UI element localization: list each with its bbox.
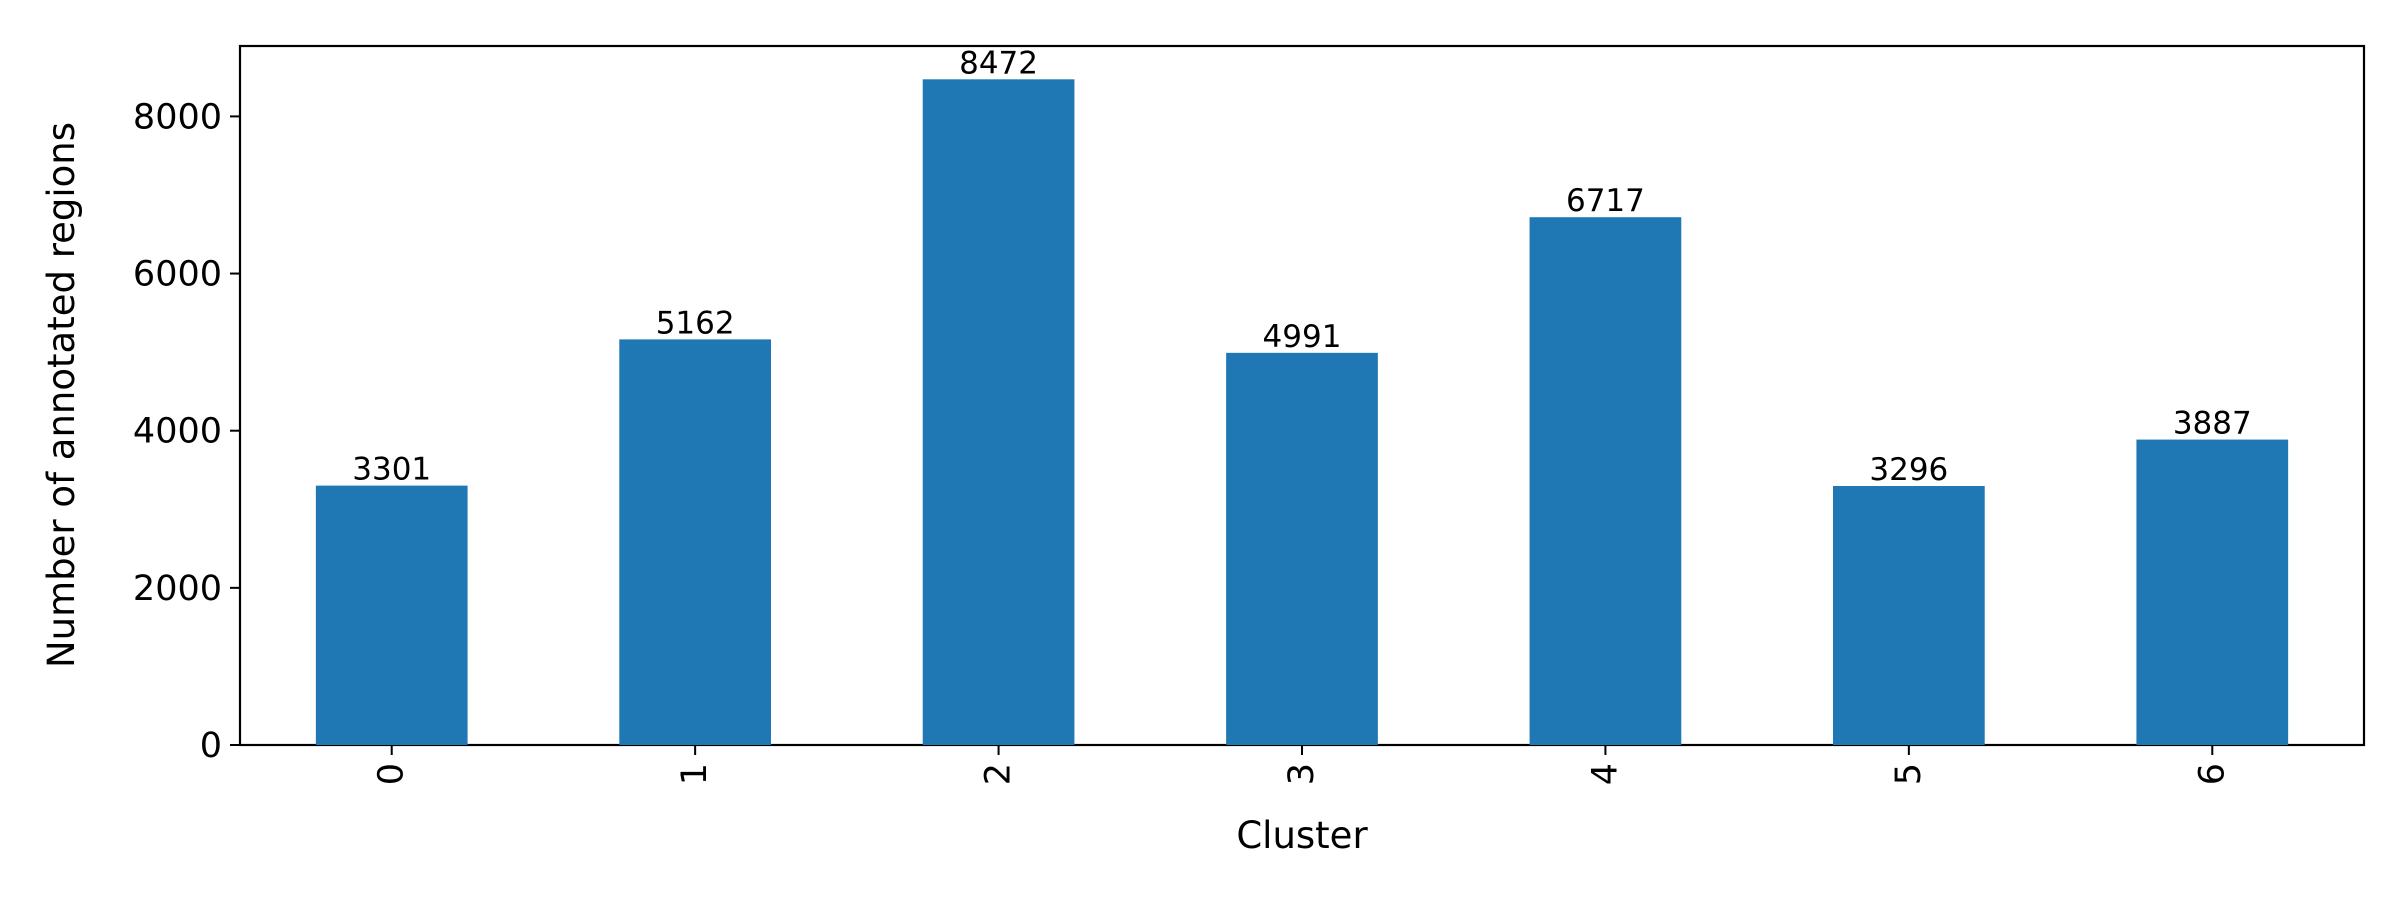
bar — [2136, 439, 2289, 745]
y-tick-label: 2000 — [133, 569, 222, 609]
data-label: 4991 — [1263, 319, 1342, 355]
x-tick-label: 2 — [979, 763, 1019, 785]
x-axis-label: Cluster — [1236, 814, 1368, 857]
data-labels-group: 3301 5162 8472 4991 6717 3296 3887 — [352, 45, 2251, 488]
x-tick-label: 4 — [1585, 763, 1625, 785]
x-axis: 0 1 2 3 4 5 6 — [372, 745, 2232, 785]
x-tick-label: 1 — [675, 763, 715, 785]
bar — [315, 485, 468, 745]
bar — [1833, 486, 1985, 745]
data-label: 3301 — [352, 452, 431, 488]
y-axis-label: Number of annotated regions — [40, 122, 83, 668]
x-tick-label: 0 — [372, 763, 412, 785]
y-tick-label: 4000 — [133, 412, 222, 452]
data-label: 8472 — [959, 45, 1038, 81]
y-tick-label: 6000 — [133, 255, 222, 295]
bar — [619, 339, 771, 745]
data-label: 3296 — [1869, 452, 1948, 488]
bar — [1529, 217, 1682, 746]
x-tick-label: 6 — [2192, 763, 2232, 785]
bar — [1226, 352, 1378, 745]
data-label: 5162 — [656, 305, 735, 341]
y-tick-label: 0 — [200, 726, 222, 766]
x-tick-label: 5 — [1889, 763, 1929, 785]
y-tick-label: 8000 — [133, 97, 222, 137]
y-axis: 0 2000 4000 6000 8000 — [133, 97, 240, 766]
bar — [922, 79, 1075, 745]
data-label: 6717 — [1566, 183, 1645, 219]
data-label: 3887 — [2173, 406, 2252, 442]
x-tick-label: 3 — [1282, 763, 1322, 785]
bars-group — [315, 79, 2289, 746]
